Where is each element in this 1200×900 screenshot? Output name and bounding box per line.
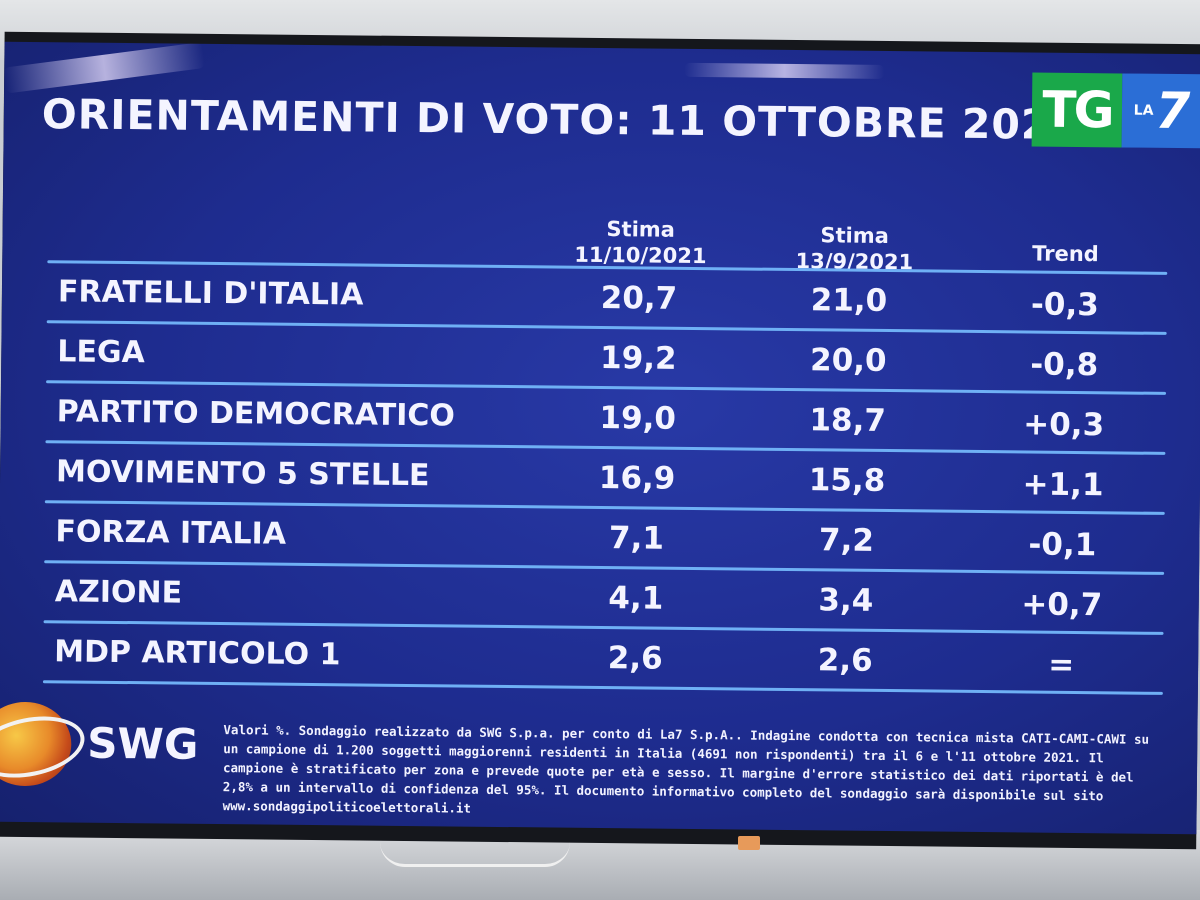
table-separator: [45, 440, 1166, 455]
party-name: PARTITO DEMOCRATICO: [56, 394, 456, 434]
cable-plug: [738, 836, 760, 850]
party-name: LEGA: [57, 334, 146, 371]
estimate-previous: 21,0: [810, 282, 888, 319]
estimate-previous: 15,8: [808, 462, 886, 499]
tg-la7-logo: TG LA 7: [1031, 72, 1200, 149]
table-separator: [44, 500, 1165, 515]
estimate-current: 4,1: [608, 580, 664, 617]
column-header-trend: Trend: [1032, 241, 1099, 267]
party-name: FORZA ITALIA: [55, 514, 287, 552]
swg-wordmark: SWG: [87, 718, 199, 769]
estimate-previous: 18,7: [809, 402, 887, 439]
page-title: ORIENTAMENTI DI VOTO: 11 OTTOBRE 2021: [41, 90, 1081, 150]
estimate-current: 2,6: [607, 640, 663, 677]
column-header-label: Stima: [820, 223, 889, 249]
table-separator: [42, 680, 1163, 695]
screen-glare: [684, 62, 885, 79]
la7-logo-seven: 7: [1155, 81, 1191, 141]
estimate-current: 19,2: [599, 339, 677, 377]
trend-value: +0,3: [1023, 406, 1105, 444]
trend-value: -0,8: [1030, 346, 1099, 384]
estimate-current: 16,9: [598, 459, 676, 497]
la7-logo: LA 7: [1121, 73, 1200, 149]
trend-value: -0,3: [1030, 286, 1100, 324]
estimate-current: 20,7: [600, 279, 678, 317]
column-header-estimate-current: Stima 11/10/2021: [550, 215, 731, 269]
table-separator: [46, 380, 1167, 395]
party-name: MOVIMENTO 5 STELLE: [55, 454, 430, 494]
tv-screen: ORIENTAMENTI DI VOTO: 11 OTTOBRE 2021 TG…: [0, 41, 1200, 835]
table-separator: [43, 620, 1164, 635]
swg-logo: SWG: [0, 698, 218, 790]
survey-footnote: Valori %. Sondaggio realizzato da SWG S.…: [222, 722, 1150, 816]
table-separator: [46, 320, 1167, 335]
estimate-current: 19,0: [599, 399, 677, 437]
la7-logo-la: LA: [1133, 102, 1154, 119]
party-name: FRATELLI D'ITALIA: [57, 274, 364, 313]
tg-logo: TG: [1031, 72, 1123, 148]
screen-glare: [3, 42, 206, 94]
tv-cable: [380, 842, 570, 867]
trend-value: +1,1: [1022, 466, 1104, 504]
party-name: AZIONE: [54, 574, 183, 611]
trend-value: -0,1: [1028, 526, 1097, 564]
estimate-previous: 2,6: [817, 642, 873, 679]
estimate-current: 7,1: [608, 520, 665, 557]
column-header-label: Stima: [606, 217, 676, 242]
estimate-previous: 20,0: [809, 342, 887, 379]
trend-value: =: [1047, 646, 1075, 683]
estimate-previous: 3,4: [818, 582, 874, 619]
trend-value: +0,7: [1021, 586, 1103, 624]
party-name: MDP ARTICOLO 1: [54, 634, 341, 673]
estimate-previous: 7,2: [818, 522, 875, 559]
table-separator: [44, 560, 1165, 575]
